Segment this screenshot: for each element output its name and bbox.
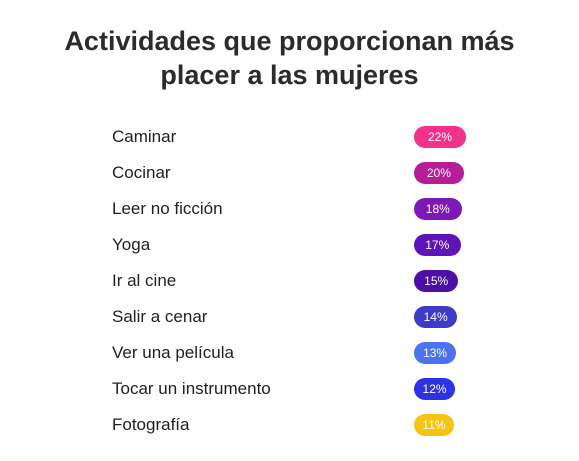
chart-row: Leer no ficción 18% — [0, 191, 579, 227]
value-pill: 18% — [414, 198, 462, 220]
value-pill: 12% — [414, 378, 456, 400]
value-pill: 14% — [414, 306, 458, 328]
value-pill: 13% — [414, 342, 457, 364]
value-pill: 17% — [414, 234, 461, 256]
chart-title: Actividades que proporcionan más placer … — [0, 24, 579, 92]
value-pill: 22% — [414, 126, 466, 148]
chart-row: Salir a cenar 14% — [0, 299, 579, 335]
category-label: Ir al cine — [112, 271, 177, 290]
chart-row: Ver una película 13% — [0, 335, 579, 371]
value-pill: 20% — [414, 162, 464, 184]
chart-row: Cocinar 20% — [0, 155, 579, 191]
chart-row: Yoga 17% — [0, 227, 579, 263]
chart-row: Fotografía 11% — [0, 407, 579, 443]
chart-row: Ir al cine 15% — [0, 263, 579, 299]
chart-title-line-1: Actividades que proporcionan más — [64, 26, 515, 56]
value-pill: 15% — [414, 270, 459, 292]
category-label: Cocinar — [112, 163, 171, 182]
chart-title-line-2: placer a las mujeres — [160, 60, 419, 90]
category-label: Leer no ficción — [112, 199, 223, 218]
category-label: Fotografía — [112, 415, 190, 434]
category-label: Ver una película — [112, 343, 234, 362]
category-label: Tocar un instrumento — [112, 379, 271, 398]
chart-row: Tocar un instrumento 12% — [0, 371, 579, 407]
chart-row: Caminar 22% — [0, 119, 579, 155]
category-label: Yoga — [112, 235, 151, 254]
category-label: Salir a cenar — [112, 307, 208, 326]
category-label: Caminar — [112, 127, 177, 146]
value-pill: 11% — [414, 414, 454, 436]
